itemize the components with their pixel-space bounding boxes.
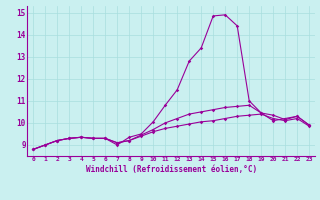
X-axis label: Windchill (Refroidissement éolien,°C): Windchill (Refroidissement éolien,°C) [86, 165, 257, 174]
